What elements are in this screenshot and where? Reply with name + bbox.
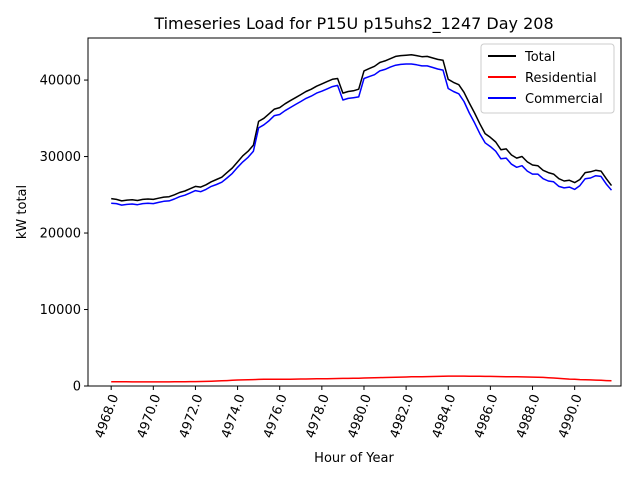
y-axis-ticks: 0 10000 20000 30000 40000	[40, 74, 88, 395]
legend-label-total: Total	[524, 50, 555, 65]
y-tick-label: 20000	[40, 227, 81, 242]
plot-frame	[87, 37, 622, 387]
x-axis-label: Hour of Year	[314, 451, 394, 466]
y-tick-label: 40000	[40, 74, 81, 89]
legend-label-residential: Residential	[525, 71, 597, 86]
chart-title: Timeseries Load for P15U p15uhs2_1247 Da…	[153, 14, 553, 34]
series-line-residential	[111, 375, 612, 383]
y-tick-label: 10000	[40, 303, 81, 318]
y-tick-label: 0	[73, 380, 81, 395]
legend-label-commercial: Commercial	[525, 92, 603, 107]
series-line-total	[111, 54, 613, 202]
legend: Total Residential Commercial	[480, 43, 615, 114]
series-layer	[111, 54, 613, 383]
y-tick-label: 30000	[40, 150, 81, 165]
series-line-commercial	[111, 63, 613, 206]
y-axis-label: kW total	[15, 185, 30, 239]
legend-frame	[480, 43, 615, 114]
